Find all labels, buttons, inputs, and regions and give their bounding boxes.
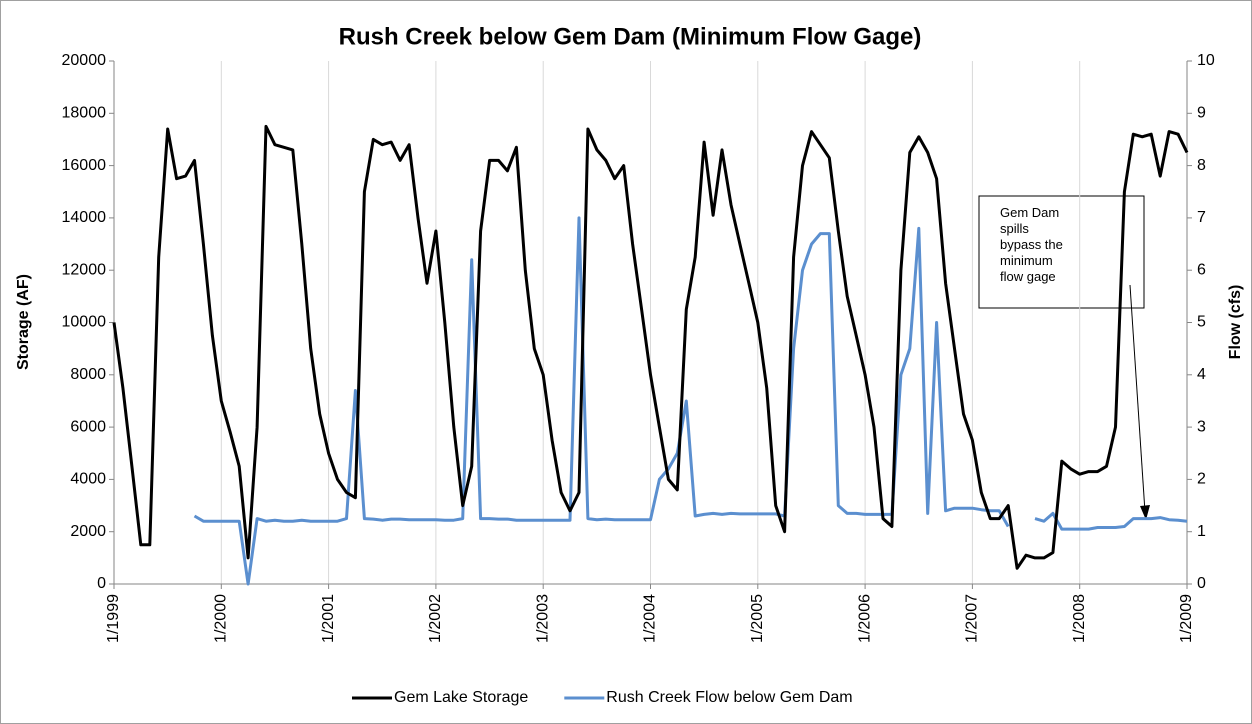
y-tick-label: 0	[97, 575, 106, 592]
x-tick-label: 1/2008	[1071, 594, 1088, 643]
legend-label: Rush Creek Flow below Gem Dam	[606, 689, 852, 706]
y-tick-label: 4000	[70, 471, 106, 488]
x-tick-label: 1/2001	[320, 594, 337, 643]
x-tick-label: 1/2003	[534, 594, 551, 643]
x-tick-label: 1/2000	[213, 594, 230, 643]
y2-tick-label: 2	[1197, 471, 1206, 488]
y2-tick-label: 4	[1197, 366, 1206, 383]
y2-tick-label: 0	[1197, 575, 1206, 592]
annotation-line: bypass the	[1000, 237, 1063, 252]
x-tick-label: 1/2009	[1178, 594, 1195, 643]
y2-tick-label: 6	[1197, 261, 1206, 278]
series-line	[1034, 511, 1188, 531]
x-tick-label: 1/1999	[105, 594, 122, 643]
annotation-line: minimum	[1000, 253, 1053, 268]
annotation-box	[978, 195, 1145, 309]
y-tick-label: 6000	[70, 418, 106, 435]
annotation: Gem Dam spills bypass the minimum flow gage	[1000, 205, 1063, 284]
y-tick-label: 8000	[70, 366, 106, 383]
series-line	[193, 216, 1010, 586]
annotation-line: spills	[1000, 221, 1029, 236]
legend-label: Gem Lake Storage	[394, 689, 528, 706]
arrow-head	[1140, 505, 1150, 520]
chart-title: Rush Creek below Gem Dam (Minimum Flow G…	[339, 23, 922, 50]
x-tick-label: 1/2005	[749, 594, 766, 643]
annotation-line: Gem Dam	[1000, 205, 1059, 220]
series-line	[112, 124, 1189, 570]
y-axis-title: Storage (AF)	[15, 274, 32, 370]
y2-tick-label: 8	[1197, 157, 1206, 174]
x-tick-label: 1/2004	[642, 594, 659, 643]
x-tick-label: 1/2006	[856, 594, 873, 643]
y-tick-label: 12000	[62, 261, 107, 278]
y-tick-label: 14000	[62, 209, 107, 226]
x-tick-label: 1/2007	[964, 594, 981, 643]
y-tick-label: 18000	[62, 105, 107, 122]
y2-tick-label: 9	[1197, 105, 1206, 122]
y2-tick-label: 7	[1197, 209, 1206, 226]
y2-axis-title: Flow (cfs)	[1227, 285, 1244, 360]
y2-tick-label: 1	[1197, 523, 1206, 540]
y2-tick-label: 5	[1197, 314, 1206, 331]
y2-tick-label: 10	[1197, 52, 1215, 69]
y2-tick-label: 3	[1197, 418, 1206, 435]
y-tick-label: 2000	[70, 523, 106, 540]
y-tick-label: 16000	[62, 157, 107, 174]
y-tick-label: 10000	[62, 314, 107, 331]
y-tick-label: 20000	[62, 52, 107, 69]
x-tick-label: 1/2002	[427, 594, 444, 643]
annotation-arrow	[1129, 284, 1146, 513]
annotation-line: flow gage	[1000, 269, 1056, 284]
